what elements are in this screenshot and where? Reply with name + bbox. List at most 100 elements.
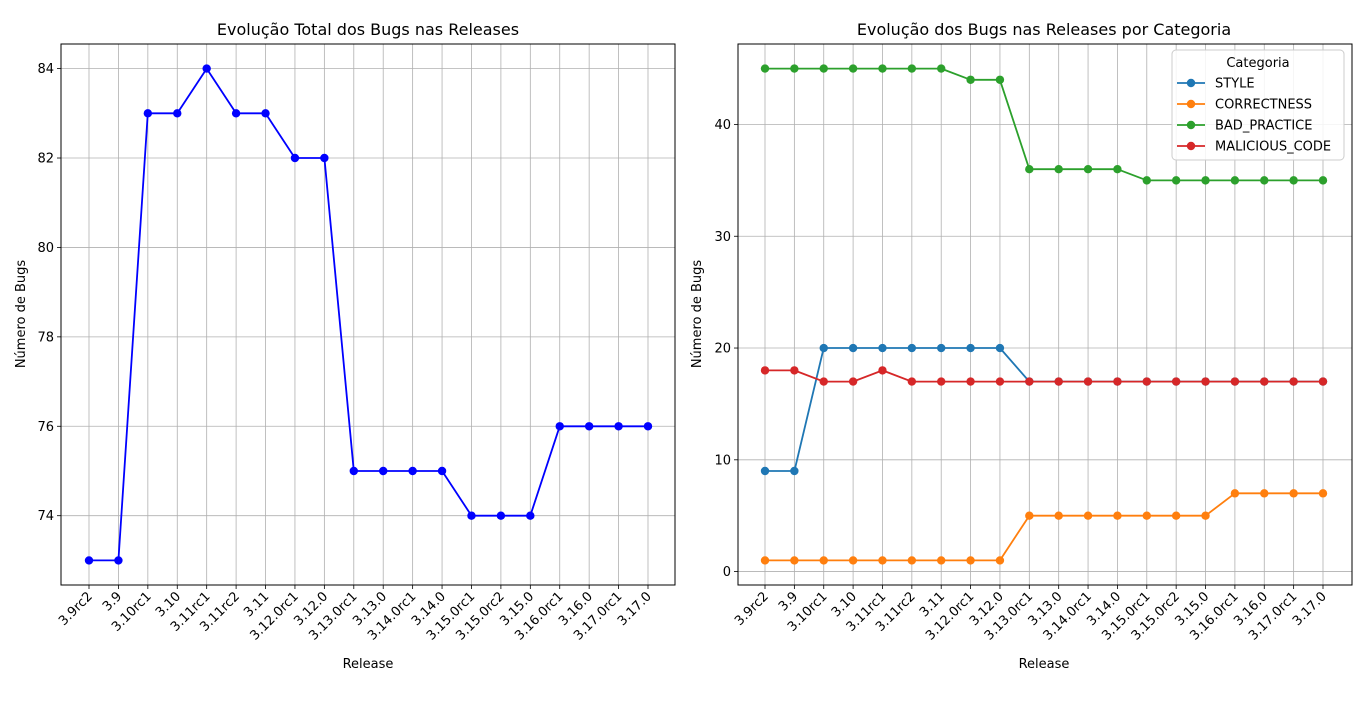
data-point bbox=[1113, 511, 1122, 520]
data-point bbox=[526, 511, 535, 520]
data-point bbox=[261, 109, 270, 118]
data-point bbox=[907, 377, 917, 386]
y-tick-label: 80 bbox=[37, 241, 54, 256]
y-tick-label: 84 bbox=[37, 62, 54, 77]
y-tick-label: 82 bbox=[37, 152, 54, 167]
data-point bbox=[1142, 511, 1151, 520]
data-point bbox=[937, 377, 946, 386]
data-point bbox=[907, 556, 917, 565]
data-point bbox=[790, 366, 799, 375]
data-point bbox=[878, 64, 887, 73]
data-point bbox=[467, 511, 476, 520]
plot-frame bbox=[737, 43, 1353, 586]
data-point bbox=[1025, 164, 1034, 174]
total-bugs-chart: Evolução Total dos Bugs nas Releases 747… bbox=[14, 20, 676, 672]
data-point bbox=[878, 556, 887, 565]
y-tick-label: 10 bbox=[714, 453, 731, 468]
data-point bbox=[995, 377, 1005, 386]
legend-label: CORRECTNESS bbox=[1215, 98, 1312, 113]
data-point bbox=[1289, 489, 1298, 498]
data-point bbox=[114, 556, 123, 565]
legend-title: Categoria bbox=[1226, 56, 1289, 71]
data-point bbox=[1054, 377, 1063, 386]
series-correctness bbox=[760, 489, 1328, 565]
legend-marker bbox=[1186, 141, 1196, 151]
data-point bbox=[1230, 489, 1240, 498]
data-point bbox=[584, 422, 594, 431]
series-bad-practice bbox=[760, 64, 1328, 185]
data-point bbox=[349, 466, 358, 476]
legend-label: STYLE bbox=[1215, 77, 1255, 92]
plot-frame bbox=[60, 43, 676, 586]
data-point bbox=[379, 466, 388, 476]
data-point bbox=[1054, 511, 1063, 520]
series-lines bbox=[84, 64, 653, 565]
data-point bbox=[1025, 377, 1034, 386]
data-point bbox=[408, 466, 417, 476]
data-point bbox=[1260, 489, 1269, 498]
data-point bbox=[790, 466, 799, 476]
data-point bbox=[995, 343, 1005, 353]
y-tick-label: 40 bbox=[714, 118, 731, 133]
series-lines bbox=[760, 64, 1328, 565]
data-point bbox=[1083, 164, 1093, 174]
data-point bbox=[1113, 377, 1122, 386]
legend-box bbox=[1171, 49, 1345, 161]
data-point bbox=[760, 366, 770, 375]
data-point bbox=[966, 75, 975, 84]
data-point bbox=[878, 366, 887, 375]
data-point bbox=[143, 109, 153, 118]
y-axis-label: Número de Bugs bbox=[690, 260, 705, 369]
y-tick-label: 0 bbox=[723, 565, 731, 580]
data-point bbox=[1025, 511, 1034, 520]
x-axis-label: Release bbox=[1019, 657, 1070, 672]
legend-entries: STYLE CORRECTNESS BAD_PRACTICE MALICIOUS_CO… bbox=[1177, 77, 1331, 155]
data-point bbox=[760, 556, 770, 565]
legend-item: BAD_PRACTICE bbox=[1177, 119, 1312, 134]
data-point bbox=[1171, 176, 1181, 185]
data-point bbox=[231, 109, 241, 118]
data-point bbox=[1171, 377, 1181, 386]
y-tick-label: 30 bbox=[714, 230, 731, 245]
chart-title: Evolução Total dos Bugs nas Releases bbox=[217, 20, 519, 39]
data-point bbox=[848, 343, 858, 353]
data-point bbox=[1171, 511, 1181, 520]
data-point bbox=[995, 556, 1005, 565]
legend-item: STYLE bbox=[1177, 77, 1255, 92]
y-axis-ticks: 0 10 20 30 40 bbox=[714, 118, 738, 580]
data-point bbox=[966, 377, 975, 386]
y-tick-label: 78 bbox=[37, 330, 54, 345]
data-point bbox=[1289, 176, 1298, 185]
data-point bbox=[819, 343, 828, 353]
data-point bbox=[995, 75, 1005, 84]
data-point bbox=[848, 64, 858, 73]
data-point bbox=[1142, 176, 1151, 185]
data-point bbox=[1113, 164, 1122, 174]
y-axis-ticks: 74 76 78 80 82 84 bbox=[37, 62, 61, 524]
data-point bbox=[1318, 176, 1328, 185]
data-point bbox=[1142, 377, 1151, 386]
series-line bbox=[765, 67, 1323, 182]
data-point bbox=[966, 556, 975, 565]
y-tick-label: 20 bbox=[714, 342, 731, 357]
data-point bbox=[496, 511, 506, 520]
data-point bbox=[760, 466, 770, 476]
legend-marker bbox=[1186, 99, 1196, 109]
data-point bbox=[1230, 377, 1240, 386]
data-point bbox=[907, 64, 917, 73]
data-point bbox=[848, 377, 858, 386]
data-point bbox=[173, 109, 182, 118]
data-point bbox=[878, 343, 887, 353]
data-point bbox=[790, 556, 799, 565]
legend-marker bbox=[1186, 120, 1196, 130]
legend-label: BAD_PRACTICE bbox=[1215, 119, 1312, 134]
data-point bbox=[819, 64, 828, 73]
data-point bbox=[1318, 489, 1328, 498]
series-line bbox=[765, 369, 1323, 383]
legend-item: MALICIOUS_CODE bbox=[1177, 140, 1331, 155]
data-point bbox=[202, 64, 211, 73]
grid bbox=[61, 44, 675, 585]
chart-title: Evolução dos Bugs nas Releases por Categ… bbox=[857, 20, 1231, 39]
data-point bbox=[614, 422, 623, 431]
